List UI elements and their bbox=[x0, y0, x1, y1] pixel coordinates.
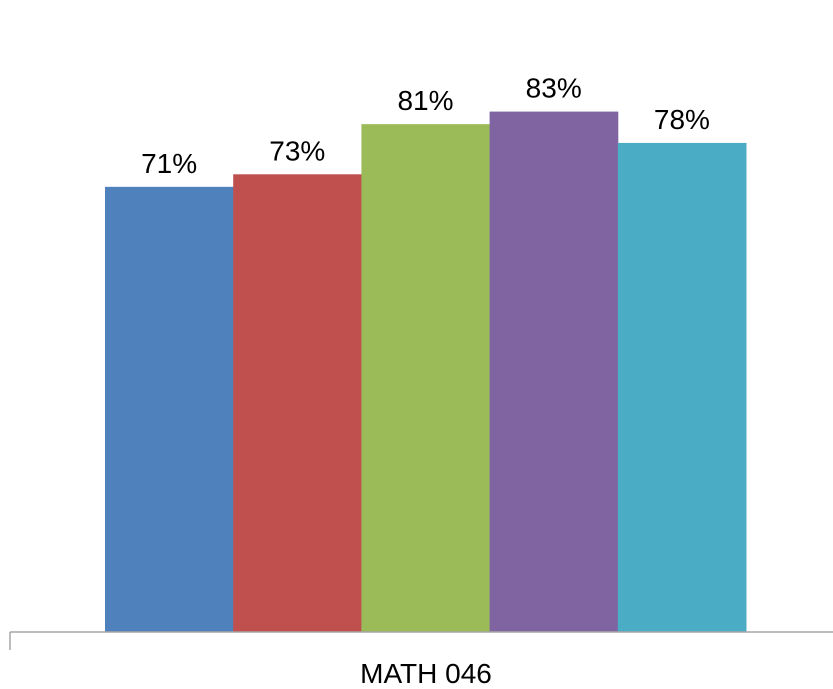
bar-value-label-4: 83% bbox=[526, 73, 582, 104]
bar-3 bbox=[361, 124, 491, 632]
bar-value-label-3: 81% bbox=[397, 85, 453, 116]
data-labels: 71% 73% 81% 83% 78% bbox=[141, 73, 710, 179]
bar-4 bbox=[489, 111, 619, 633]
bar-1 bbox=[105, 186, 234, 632]
bar-2 bbox=[233, 174, 362, 633]
x-axis-category-label: MATH 046 bbox=[360, 658, 492, 689]
bar-value-label-5: 78% bbox=[654, 104, 710, 135]
bar-value-label-2: 73% bbox=[269, 135, 325, 166]
bar-value-label-1: 71% bbox=[141, 148, 197, 179]
bars bbox=[105, 111, 747, 633]
bar-5 bbox=[617, 142, 747, 632]
